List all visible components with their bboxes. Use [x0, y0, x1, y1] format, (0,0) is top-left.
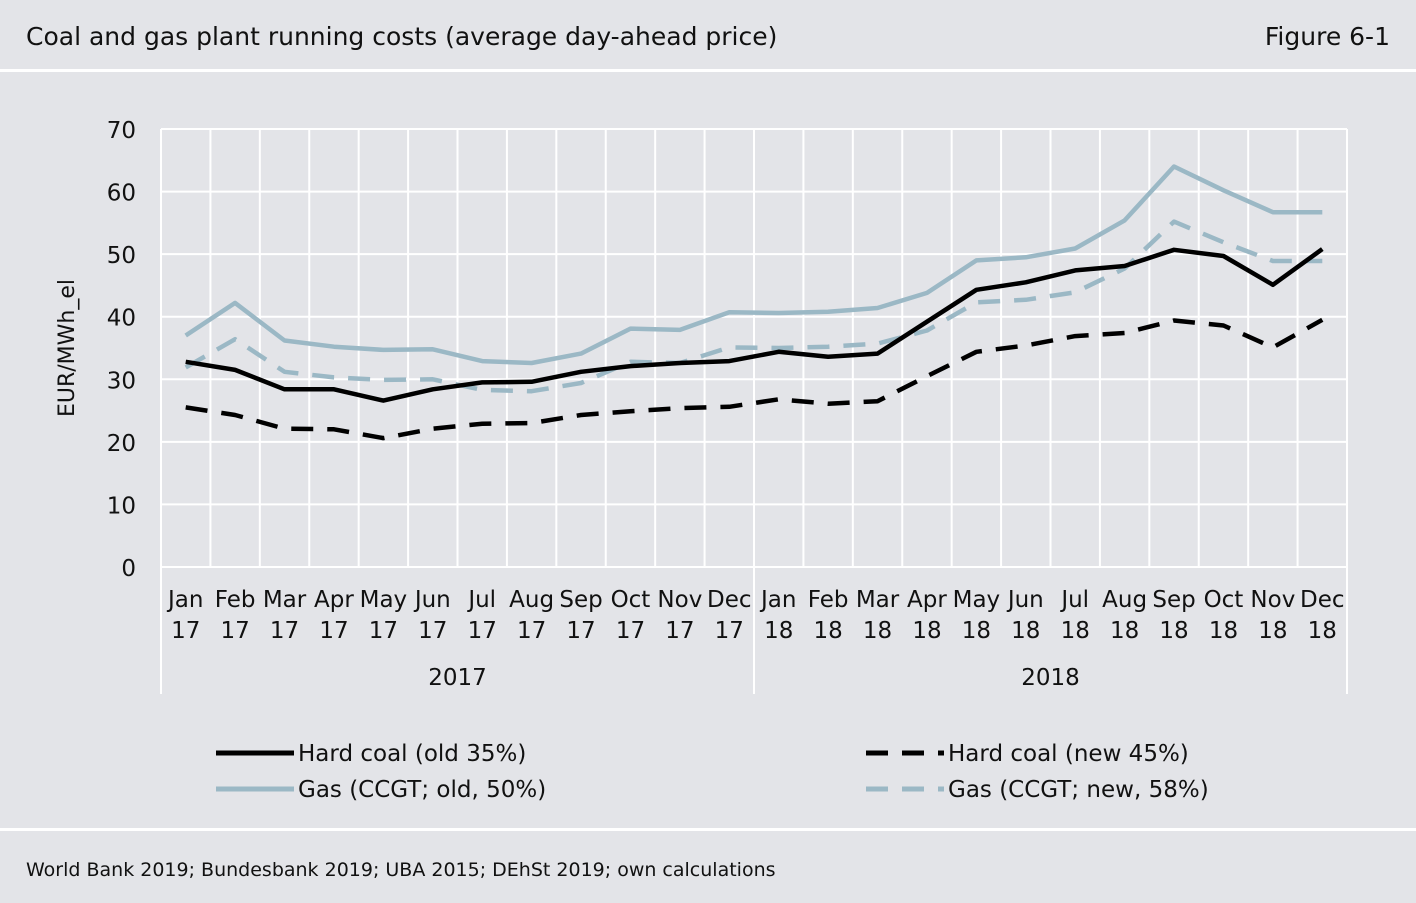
- y-tick-label: 20: [107, 431, 136, 457]
- legend: Hard coal (old 35%) Hard coal (new 45%) Ga…: [216, 741, 1209, 803]
- axes: 0 10 20 30 40 50 60 70 Jan 17 Feb 17 Mar 17 Apr 17 May 17…: [55, 118, 1345, 691]
- x-tick-year: 17: [665, 618, 694, 644]
- figure-label: Figure 6-1: [1264, 22, 1390, 51]
- x-tick-month: Jan: [759, 587, 796, 613]
- y-tick-label: 0: [121, 556, 136, 582]
- series-lines: [184, 164, 1324, 441]
- x-tick-month: Nov: [1250, 587, 1295, 613]
- x-tick-month: Jan: [166, 587, 203, 613]
- x-tick-year: 18: [863, 618, 892, 644]
- x-tick-year: 17: [517, 618, 546, 644]
- x-tick-month: Aug: [1102, 587, 1147, 613]
- y-tick-label: 10: [107, 493, 136, 519]
- series-line: [185, 317, 1324, 441]
- series-line: [185, 247, 1324, 403]
- series-line: [184, 219, 1323, 394]
- x-tick-month: Jul: [466, 587, 496, 613]
- x-tick-month: Jul: [1059, 587, 1089, 613]
- y-tick-label: 70: [107, 118, 136, 144]
- x-tick-year: 17: [319, 618, 348, 644]
- x-tick-year: 18: [1209, 618, 1238, 644]
- x-tick-year: 17: [616, 618, 645, 644]
- x-tick-month: Dec: [707, 587, 752, 613]
- chart-title: Coal and gas plant running costs (averag…: [26, 22, 778, 51]
- x-tick-year: 18: [1159, 618, 1188, 644]
- x-tick-year: 17: [369, 618, 398, 644]
- footer: World Bank 2019; Bundesbank 2019; UBA 20…: [0, 828, 1416, 903]
- x-tick-year: 17: [468, 618, 497, 644]
- x-tick-month: Apr: [907, 587, 947, 613]
- x-tick-year: 18: [764, 618, 793, 644]
- y-tick-label: 40: [107, 306, 136, 332]
- x-tick-year: 17: [715, 618, 744, 644]
- x-tick-month: Mar: [856, 587, 900, 613]
- header: Coal and gas plant running costs (averag…: [0, 0, 1416, 72]
- legend-label: Hard coal (old 35%): [298, 741, 526, 767]
- year-group-label: 2018: [1021, 665, 1080, 691]
- x-tick-month: Nov: [657, 587, 702, 613]
- x-tick-month: Feb: [808, 587, 849, 613]
- x-tick-year: 18: [1110, 618, 1139, 644]
- y-tick-label: 50: [107, 243, 136, 269]
- x-tick-year: 18: [962, 618, 991, 644]
- x-tick-month: Aug: [509, 587, 554, 613]
- x-tick-year: 18: [1011, 618, 1040, 644]
- x-tick-year: 18: [1061, 618, 1090, 644]
- x-tick-month: Mar: [263, 587, 307, 613]
- x-tick-month: May: [953, 587, 1001, 613]
- x-tick-month: Jun: [413, 587, 451, 613]
- x-tick-year: 17: [171, 618, 200, 644]
- y-tick-label: 30: [107, 368, 136, 394]
- x-tick-year: 18: [1258, 618, 1287, 644]
- legend-label: Gas (CCGT; new, 58%): [948, 777, 1209, 803]
- x-tick-year: 17: [220, 618, 249, 644]
- x-tick-month: Sep: [559, 587, 602, 613]
- x-tick-month: Dec: [1300, 587, 1345, 613]
- series-line: [184, 164, 1323, 366]
- year-group-label: 2017: [428, 665, 487, 691]
- x-tick-month: May: [360, 587, 408, 613]
- x-tick-month: Oct: [1204, 587, 1244, 613]
- x-tick-month: Feb: [215, 587, 256, 613]
- x-tick-year: 18: [1308, 618, 1337, 644]
- x-tick-year: 18: [912, 618, 941, 644]
- x-tick-year: 17: [566, 618, 595, 644]
- legend-label: Gas (CCGT; old, 50%): [298, 777, 546, 803]
- x-tick-month: Apr: [314, 587, 354, 613]
- x-tick-month: Sep: [1152, 587, 1195, 613]
- x-tick-year: 18: [813, 618, 842, 644]
- x-tick-month: Jun: [1006, 587, 1044, 613]
- y-tick-label: 60: [107, 181, 136, 207]
- x-tick-month: Oct: [611, 587, 651, 613]
- chart-area: 0 10 20 30 40 50 60 70 Jan 17 Feb 17 Mar 17 Apr 17 May 17…: [0, 72, 1416, 828]
- legend-label: Hard coal (new 45%): [948, 741, 1189, 767]
- source-note: World Bank 2019; Bundesbank 2019; UBA 20…: [26, 859, 776, 881]
- y-axis-label: EUR/MWh_el: [55, 279, 80, 417]
- line-chart: 0 10 20 30 40 50 60 70 Jan 17 Feb 17 Mar 17 Apr 17 May 17…: [55, 118, 1348, 803]
- x-tick-year: 17: [270, 618, 299, 644]
- x-tick-year: 17: [418, 618, 447, 644]
